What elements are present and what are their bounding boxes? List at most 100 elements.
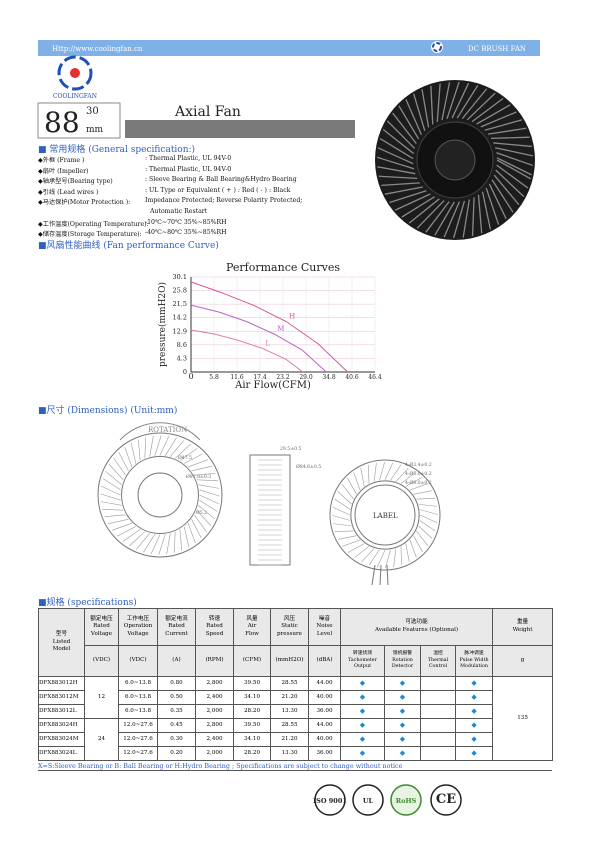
header-line: Output [353, 664, 372, 670]
cert-badge [314, 784, 346, 816]
table-cell: 12 [84, 676, 119, 719]
x-tick-label: 23.2 [276, 374, 290, 381]
blade [395, 467, 409, 482]
table-cell: 39.50 [233, 676, 271, 691]
blade [360, 468, 365, 487]
table-cell: (dBA) [308, 645, 341, 677]
blade [159, 436, 170, 456]
table-cell: 0.20 [157, 746, 196, 761]
fan-blade [496, 164, 529, 189]
fan-blade [405, 99, 423, 135]
table-cell: DFX883012L [38, 704, 85, 719]
table-cell [420, 676, 456, 691]
fan-blade [487, 127, 527, 135]
outline [121, 456, 199, 534]
blade [332, 506, 350, 516]
table-cell: 28.20 [233, 746, 271, 761]
fan-blade [481, 191, 492, 230]
table-cell: ◆ [384, 704, 421, 719]
blade [419, 509, 438, 515]
blade [416, 530, 429, 546]
table-cell: 0.45 [157, 718, 196, 733]
fan-blade [493, 142, 532, 148]
spec-value: -10℃~70℃ 35%~85%RH [145, 218, 227, 226]
table-cell [420, 732, 456, 747]
blade [187, 459, 209, 468]
table-cell: 转速 Rated Speed [195, 608, 234, 646]
header-url: Http://www.coolingfan.cn [52, 45, 143, 53]
table-cell: 2,400 [195, 732, 234, 747]
table-cell [420, 704, 456, 719]
header-line: Model [52, 646, 71, 653]
fan-blade [462, 199, 471, 238]
spec-value: : Thermal Plastic, UL 94V-0 [145, 165, 232, 173]
blade [400, 471, 416, 484]
y-tick-label: 4.3 [177, 354, 187, 362]
header-line: 额定电流 [165, 615, 188, 622]
spec-label: ◆外框 (Frame ) [38, 157, 85, 164]
table-cell: 2,800 [195, 718, 234, 733]
header-line: 锁机报警 [392, 651, 413, 657]
table-cell: 40.00 [308, 732, 341, 747]
header-line: Operation [123, 623, 153, 630]
thickness: 30 [86, 106, 99, 117]
header-line: Voltage [127, 630, 149, 637]
table-cell: (RPM) [195, 645, 234, 677]
header-line: 温控 [433, 651, 443, 657]
blade [183, 526, 190, 548]
dimension-note: 4-Ø5.0±0.2 [405, 470, 432, 477]
blade [405, 477, 423, 487]
blade [179, 448, 198, 461]
header-line: Voltage [90, 630, 113, 637]
fan-blade [377, 147, 414, 165]
blade [164, 437, 177, 456]
fan-hub-center [434, 139, 476, 181]
blade [332, 523, 352, 527]
table-cell: ◆ [340, 676, 385, 691]
table-cell: ◆ [454, 704, 494, 719]
fan-blade [436, 83, 441, 122]
blade [101, 485, 121, 496]
table-cell: 39.50 [233, 718, 271, 733]
unit: mm [86, 125, 104, 135]
fan-blade [376, 156, 415, 170]
blade [124, 446, 133, 468]
blade [342, 539, 361, 547]
fan-blade [398, 105, 420, 140]
blade [187, 522, 196, 544]
table-cell: 可选功能 Available Features (Optional) [339, 608, 494, 646]
blade [198, 484, 220, 489]
fan-blade [382, 129, 414, 154]
header-row: (VDC) (VDC) (A) (RPM) (CFM) (mmH2O) (dBA) 转速侦测 T… [39, 645, 554, 677]
blade [332, 515, 351, 521]
header-line: 脉冲调速 [464, 651, 484, 657]
fan-blade [389, 190, 427, 204]
hub [137, 472, 183, 518]
header-line: Modulation [460, 664, 488, 670]
blade [409, 539, 417, 558]
header-line: Pulse Width [459, 657, 489, 663]
fan-blade [491, 179, 514, 213]
fan-blade [485, 187, 500, 225]
header-line: Current [165, 630, 188, 637]
table-cell: 24 [84, 718, 119, 761]
general-heading: ■ 常用规格 (General specification:) [38, 145, 196, 155]
table-cell: (CFM) [233, 645, 271, 677]
table-cell: ◆ [340, 732, 385, 747]
table-cell [420, 718, 456, 733]
fan-blade [377, 166, 416, 175]
header-line: Static [281, 623, 298, 630]
header-line: Detector [391, 664, 414, 670]
blade [199, 489, 220, 497]
product-name: Axial Fan [174, 104, 241, 120]
blade [144, 437, 146, 459]
header-logo [431, 41, 443, 53]
series-label: M [277, 325, 284, 333]
outline [350, 480, 420, 550]
header-line: 噪音 [318, 615, 331, 622]
fan-blade [408, 198, 440, 224]
header-line: Rotation [392, 657, 413, 663]
blade [102, 478, 121, 491]
table-cell: DFX883024H [38, 718, 85, 733]
blade [111, 522, 133, 531]
